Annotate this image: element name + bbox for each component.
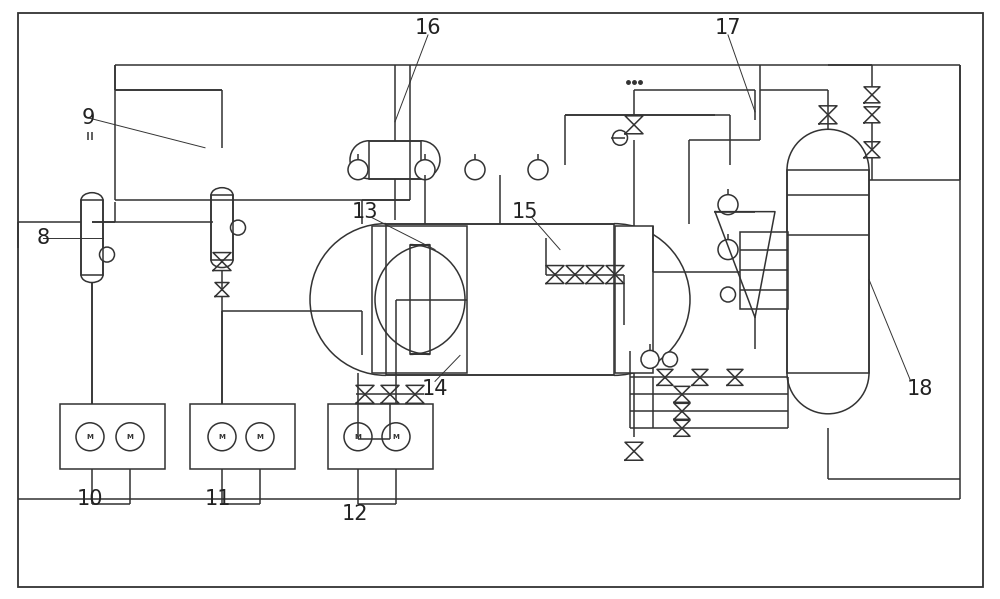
- Circle shape: [344, 423, 372, 450]
- Text: 14: 14: [422, 379, 448, 400]
- Circle shape: [718, 240, 738, 259]
- Circle shape: [718, 195, 738, 214]
- Text: 12: 12: [342, 504, 368, 524]
- Text: M: M: [393, 434, 399, 440]
- Bar: [369, 141, 421, 179]
- Circle shape: [246, 423, 274, 450]
- Bar: [386, 223, 614, 376]
- Bar: [615, 226, 653, 373]
- Bar: [211, 195, 233, 260]
- Bar: [410, 244, 430, 355]
- Text: M: M: [219, 434, 225, 440]
- Circle shape: [415, 160, 435, 180]
- Circle shape: [641, 350, 659, 368]
- Text: M: M: [87, 434, 93, 440]
- Text: 10: 10: [77, 489, 103, 509]
- Circle shape: [612, 131, 628, 146]
- Text: 16: 16: [415, 18, 441, 38]
- Text: 17: 17: [715, 18, 741, 38]
- Circle shape: [465, 160, 485, 180]
- Circle shape: [720, 287, 736, 302]
- Text: 9: 9: [81, 108, 95, 128]
- Circle shape: [348, 160, 368, 180]
- Bar: [372, 226, 467, 373]
- Bar: [328, 404, 433, 469]
- Text: 8: 8: [36, 228, 50, 247]
- Text: 15: 15: [512, 202, 538, 222]
- Text: 11: 11: [205, 489, 231, 509]
- Text: 13: 13: [352, 202, 378, 222]
- Circle shape: [382, 423, 410, 450]
- Circle shape: [230, 220, 246, 235]
- Bar: [81, 200, 103, 275]
- Text: M: M: [127, 434, 133, 440]
- Bar: [190, 404, 295, 469]
- Circle shape: [208, 423, 236, 450]
- Bar: [787, 170, 869, 373]
- Circle shape: [662, 352, 678, 367]
- Text: M: M: [355, 434, 361, 440]
- Circle shape: [116, 423, 144, 450]
- Circle shape: [100, 247, 114, 262]
- Text: 18: 18: [907, 379, 933, 400]
- Bar: [740, 232, 788, 310]
- Circle shape: [76, 423, 104, 450]
- Text: M: M: [257, 434, 263, 440]
- Bar: [60, 404, 165, 469]
- Circle shape: [528, 160, 548, 180]
